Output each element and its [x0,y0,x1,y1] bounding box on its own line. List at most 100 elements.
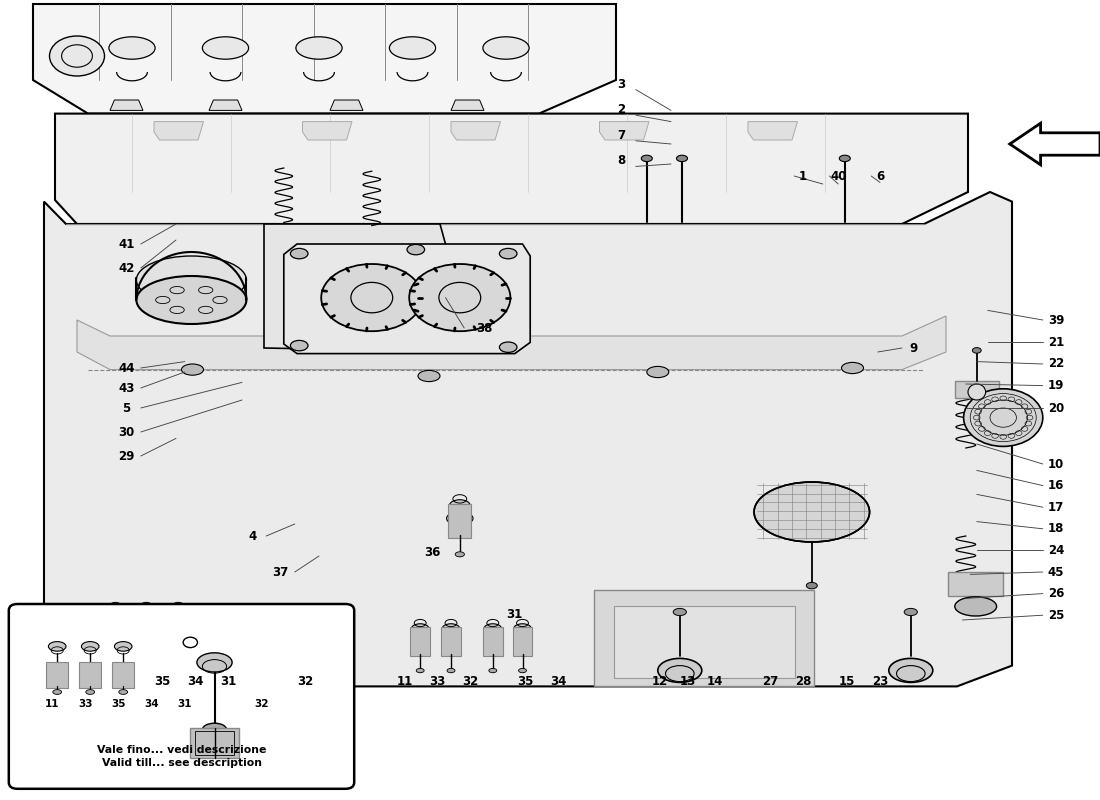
Text: 38: 38 [476,322,492,334]
Polygon shape [33,4,616,114]
Ellipse shape [50,36,104,76]
Polygon shape [154,122,204,140]
FancyBboxPatch shape [9,604,354,789]
Ellipse shape [296,37,342,59]
Text: 9: 9 [909,342,917,354]
Bar [948,572,1003,596]
Text: 26: 26 [1048,587,1064,600]
Text: 24: 24 [1048,544,1064,557]
Text: 44: 44 [119,362,134,374]
Ellipse shape [447,668,455,673]
Ellipse shape [484,624,502,634]
Bar [136,610,156,637]
Ellipse shape [109,37,155,59]
Bar [79,662,101,688]
Ellipse shape [641,155,652,162]
Ellipse shape [416,668,425,673]
Text: 32: 32 [463,675,478,688]
Bar [46,662,68,688]
Bar [169,610,187,637]
Ellipse shape [518,668,527,673]
Polygon shape [284,244,530,354]
Bar [410,627,430,656]
Text: passionforparts.com: passionforparts.com [444,299,766,501]
Text: 23: 23 [872,675,888,688]
Ellipse shape [409,264,510,331]
Polygon shape [451,100,484,110]
Text: 1085: 1085 [621,457,742,551]
Ellipse shape [488,668,497,673]
Text: 6: 6 [876,170,884,182]
Text: 16: 16 [1048,479,1064,492]
Text: 37: 37 [273,566,288,578]
Text: 21: 21 [1048,336,1064,349]
Ellipse shape [499,342,517,353]
Ellipse shape [407,245,425,255]
Polygon shape [451,122,501,140]
Text: 30: 30 [119,426,134,438]
Text: 5: 5 [122,402,131,414]
Text: 11: 11 [44,699,59,709]
Ellipse shape [53,690,62,694]
Text: 31: 31 [177,699,192,709]
Text: 32: 32 [298,675,314,688]
Bar [106,610,125,637]
Bar [513,627,532,656]
Ellipse shape [442,624,460,634]
Bar [614,606,795,678]
Text: 20: 20 [1048,402,1064,414]
Text: 34: 34 [188,675,204,688]
Bar [955,381,999,398]
Text: 35: 35 [111,699,126,709]
Bar [483,627,503,656]
Ellipse shape [955,597,997,616]
Text: 45: 45 [1047,566,1065,578]
Polygon shape [264,224,446,350]
Text: 32: 32 [254,699,270,709]
Ellipse shape [483,37,529,59]
Bar [449,504,471,538]
Text: 33: 33 [78,699,94,709]
Ellipse shape [119,690,128,694]
Ellipse shape [964,389,1043,446]
Ellipse shape [136,256,246,304]
Text: 31: 31 [507,608,522,621]
Text: 10: 10 [1048,458,1064,470]
Text: 33: 33 [119,675,134,688]
Ellipse shape [647,366,669,378]
Ellipse shape [676,155,688,162]
Text: 39: 39 [1048,314,1064,326]
Ellipse shape [455,552,464,557]
Ellipse shape [321,264,422,331]
Text: Valid till... see description: Valid till... see description [101,758,262,768]
Text: 3: 3 [617,78,626,90]
Bar [195,731,234,755]
Text: 41: 41 [119,238,134,250]
Ellipse shape [839,155,850,162]
Ellipse shape [48,642,66,651]
Text: 4: 4 [249,530,257,542]
Text: 43: 43 [119,382,134,394]
Ellipse shape [673,608,686,616]
Ellipse shape [904,608,917,616]
Ellipse shape [202,723,227,736]
Ellipse shape [107,606,124,616]
Ellipse shape [968,384,986,400]
Ellipse shape [499,248,517,258]
Text: 11: 11 [397,675,412,688]
Text: 17: 17 [1048,501,1064,514]
Text: 15: 15 [839,675,855,688]
Ellipse shape [658,658,702,682]
Ellipse shape [389,37,436,59]
Polygon shape [55,114,968,224]
Text: 40: 40 [830,170,846,182]
Text: 27: 27 [762,675,778,688]
Ellipse shape [138,606,155,616]
Bar [190,728,239,758]
Text: 25: 25 [1048,609,1064,622]
Ellipse shape [411,624,429,634]
Polygon shape [748,122,797,140]
Text: 33: 33 [430,675,446,688]
Text: 34: 34 [144,699,159,709]
Polygon shape [77,316,946,370]
